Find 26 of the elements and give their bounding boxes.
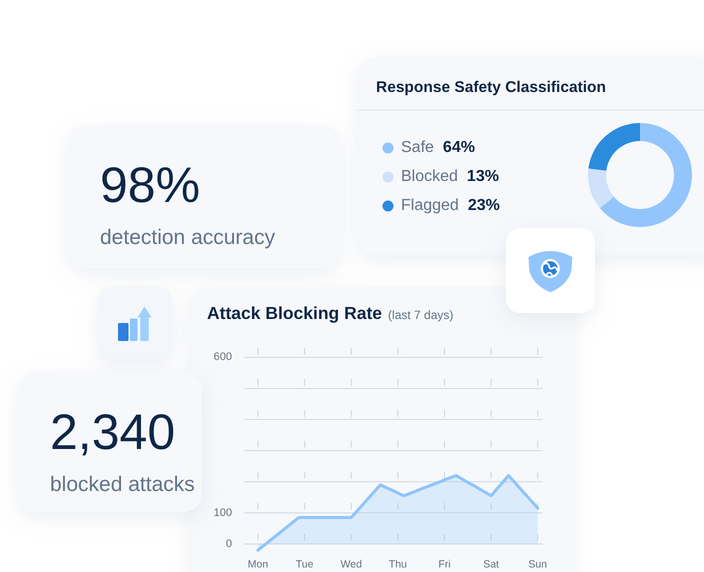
- y-tick-label: 0: [226, 538, 232, 550]
- chart-title: Response Safety Classification: [376, 79, 606, 96]
- text: 98%: [100, 157, 200, 213]
- donut-slice: [588, 168, 614, 208]
- legend-label: Flagged: [401, 197, 459, 214]
- y-tick-label: 100: [214, 506, 232, 519]
- text: detection accuracy: [100, 226, 276, 249]
- legend-label: Safe: [401, 139, 434, 156]
- y-tick-label: 600: [214, 351, 232, 364]
- data-label: 23%: [468, 197, 500, 214]
- donut-slice: [588, 123, 640, 171]
- donut-slice: [600, 123, 692, 227]
- data-label: 64%: [442, 139, 475, 156]
- data-label: 13%: [466, 168, 499, 186]
- x-tick-label: Wed: [340, 558, 362, 571]
- chart-title: Attack Blocking Rate: [207, 303, 382, 323]
- text: 2,340: [50, 404, 176, 460]
- x-tick-label: Tue: [296, 558, 314, 571]
- text: blocked attacks: [50, 473, 195, 496]
- x-tick-label: Sat: [483, 558, 500, 571]
- x-tick-label: Fri: [438, 558, 451, 571]
- legend-label: Blocked: [401, 168, 458, 186]
- x-tick-label: Thu: [388, 558, 408, 571]
- x-tick-label: Mon: [248, 558, 268, 571]
- chart-subtitle: (last 7 days): [388, 308, 454, 322]
- x-tick-label: Sun: [528, 558, 548, 571]
